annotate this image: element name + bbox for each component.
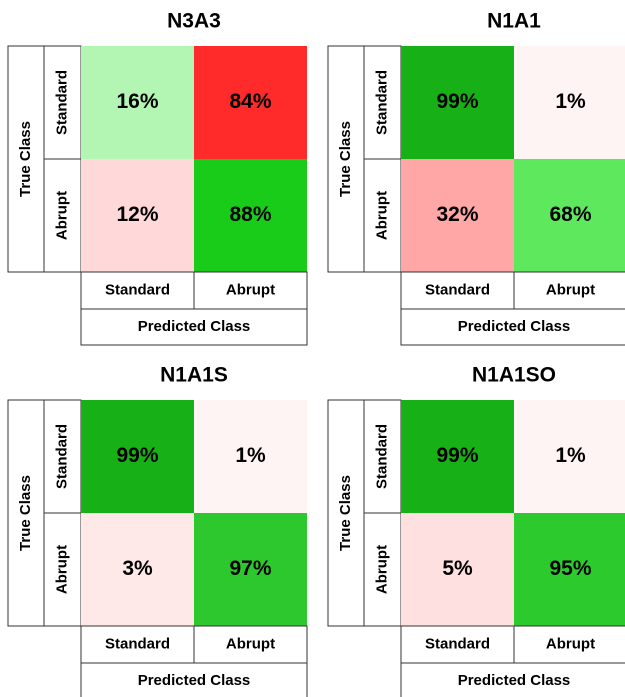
row-label-box — [43, 158, 82, 273]
x-axis-label: Predicted Class — [458, 672, 571, 689]
panel-title: N1A1S — [160, 364, 228, 387]
cell-label: 32% — [436, 203, 478, 226]
cell-label: 99% — [116, 444, 158, 467]
x-axis-label: Predicted Class — [458, 318, 571, 335]
cell-label: 84% — [229, 90, 271, 113]
row-label: Abrupt — [373, 545, 390, 594]
cell — [401, 159, 514, 272]
cell-label: 99% — [436, 444, 478, 467]
row-label: Abrupt — [53, 545, 70, 594]
cell-label: 1% — [555, 444, 586, 467]
row-label-box — [363, 512, 402, 627]
cell — [401, 46, 514, 159]
row-label: Abrupt — [373, 191, 390, 240]
cell-label: 1% — [555, 90, 586, 113]
row-label-box — [43, 399, 82, 514]
cell — [194, 400, 307, 513]
y-label-box — [7, 399, 45, 627]
row-label: Standard — [53, 424, 70, 489]
y-axis-label: True Class — [17, 121, 34, 197]
col-label-box — [80, 271, 195, 310]
x-label-box — [80, 662, 308, 697]
cell — [194, 513, 307, 626]
cell — [514, 159, 625, 272]
panel-title: N1A1 — [487, 10, 541, 33]
col-label: Abrupt — [226, 281, 275, 298]
cell — [81, 513, 194, 626]
cell-label: 95% — [549, 557, 591, 580]
row-label: Standard — [373, 424, 390, 489]
cell — [514, 400, 625, 513]
cell — [194, 159, 307, 272]
y-label-box — [327, 399, 365, 627]
col-label: Abrupt — [546, 635, 595, 652]
cell-label: 3% — [122, 557, 153, 580]
y-label-box — [327, 45, 365, 273]
cell-label: 97% — [229, 557, 271, 580]
y-axis-label: True Class — [17, 475, 34, 551]
panel-title: N3A3 — [167, 10, 221, 33]
y-axis-label: True Class — [337, 475, 354, 551]
cell-label: 68% — [549, 203, 591, 226]
col-label: Standard — [105, 635, 170, 652]
col-label: Abrupt — [226, 635, 275, 652]
cell-label: 16% — [116, 90, 158, 113]
cell — [81, 159, 194, 272]
cell — [401, 400, 514, 513]
cell — [81, 400, 194, 513]
cell-label: 12% — [116, 203, 158, 226]
row-label-box — [43, 45, 82, 160]
row-label-box — [363, 158, 402, 273]
cell-label: 1% — [235, 444, 266, 467]
col-label: Standard — [425, 635, 490, 652]
cell — [194, 46, 307, 159]
cell-label: 5% — [442, 557, 473, 580]
col-label: Abrupt — [546, 281, 595, 298]
x-axis-label: Predicted Class — [138, 318, 251, 335]
row-label: Standard — [373, 70, 390, 135]
col-label: Standard — [425, 281, 490, 298]
x-label-box — [400, 662, 625, 697]
col-label: Standard — [105, 281, 170, 298]
row-label-box — [363, 399, 402, 514]
cell — [81, 46, 194, 159]
cell-label: 99% — [436, 90, 478, 113]
panel-title: N1A1SO — [472, 364, 556, 387]
cell — [401, 513, 514, 626]
cell — [514, 513, 625, 626]
row-label: Abrupt — [53, 191, 70, 240]
x-label-box — [400, 308, 625, 346]
cell — [514, 46, 625, 159]
x-label-box — [80, 308, 308, 346]
y-axis-label: True Class — [337, 121, 354, 197]
y-label-box — [7, 45, 45, 273]
cell-label: 88% — [229, 203, 271, 226]
x-axis-label: Predicted Class — [138, 672, 251, 689]
row-label: Standard — [53, 70, 70, 135]
col-label-box — [400, 271, 515, 310]
